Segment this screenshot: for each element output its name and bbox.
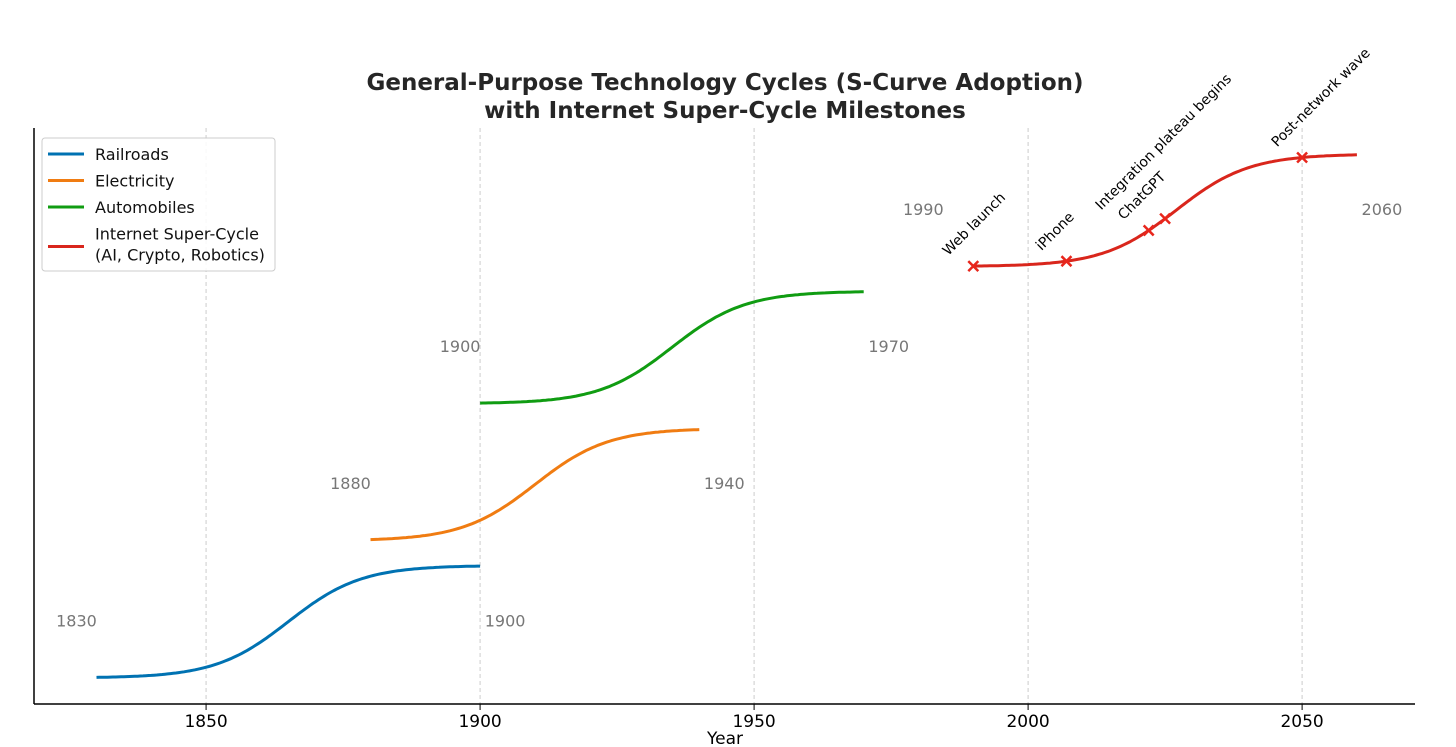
milestone-label-4: Post-network wave (1269, 45, 1374, 150)
legend-box (41, 137, 276, 272)
chart-title-line1: General-Purpose Technology Cycles (S-Cur… (366, 70, 1083, 96)
x-tick-label-2000: 2000 (1006, 712, 1049, 732)
end-year-label-1: 1940 (704, 474, 745, 493)
milestone-marker-4 (1296, 151, 1308, 164)
legend-label-0: Railroads (95, 145, 169, 164)
start-year-label-2: 1900 (440, 337, 481, 356)
start-year-label-1: 1880 (330, 474, 371, 493)
milestone-marker-3 (1159, 212, 1171, 225)
x-tick-label-2050: 2050 (1280, 712, 1323, 732)
gridlines (205, 128, 1303, 704)
series-group (96, 153, 1357, 679)
series-line-1 (370, 428, 700, 542)
series-line-0 (96, 564, 481, 679)
legend-label-1: Electricity (95, 172, 174, 191)
x-tick-label-1900: 1900 (458, 712, 501, 732)
milestone-marker-2 (1142, 224, 1155, 237)
legend-label-2: Automobiles (95, 198, 195, 217)
x-axis-label: Year (706, 729, 743, 747)
milestone-marker-1 (1060, 255, 1073, 268)
end-year-label-2: 1970 (868, 337, 909, 356)
chart-title-line2: with Internet Super-Cycle Milestones (484, 98, 966, 124)
milestone-label-0: Web launch (940, 190, 1009, 259)
milestone-label-1: iPhone (1033, 209, 1078, 254)
x-ticks: 1850 1900 1950 2000 2050 (184, 704, 1324, 732)
series-line-2 (480, 290, 864, 405)
start-year-label-3: 1990 (903, 200, 944, 219)
start-year-label-0: 1830 (56, 611, 97, 630)
legend-label-3: (AI, Crypto, Robotics) (95, 246, 265, 265)
x-tick-label-1850: 1850 (184, 712, 227, 732)
x-tick-label-1950: 1950 (732, 712, 775, 732)
legend: Railroads Electricity Automobiles Internet … (41, 137, 276, 272)
milestone-label-3: Integration plateau begins (1093, 71, 1235, 213)
year-labels: 1830 1900 1880 1940 1900 1970 1990 2060 (56, 200, 1402, 630)
legend-label-3: Internet Super-Cycle (95, 225, 259, 244)
end-year-label-0: 1900 (485, 611, 526, 630)
end-year-label-3: 2060 (1362, 200, 1403, 219)
series-line-3 (973, 153, 1357, 268)
milestone-marker-0 (967, 260, 980, 272)
